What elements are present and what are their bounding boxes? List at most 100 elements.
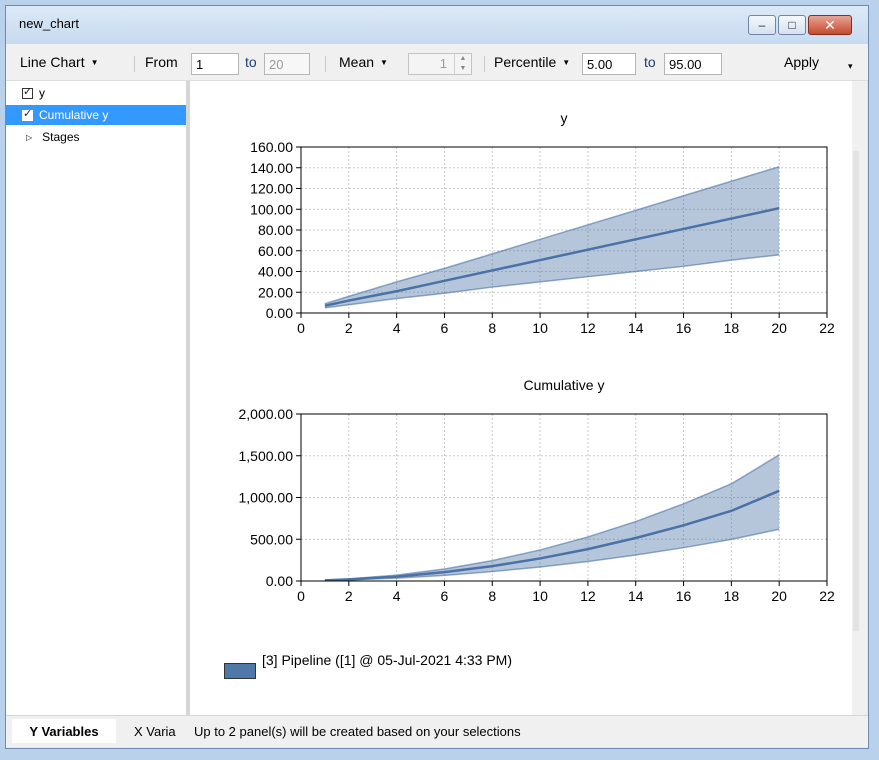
chart-title: y (561, 110, 568, 126)
lower-percentile-line (324, 254, 780, 309)
range-type-label: Percentile (494, 54, 557, 70)
checkmark-icon: ✓ (23, 85, 33, 98)
variable-tree: ✓ y ✓ Cumulative y ▷ Stages (6, 81, 190, 715)
x-tick-label: 6 (441, 320, 449, 336)
y-tick-label: 1,500.00 (239, 448, 294, 464)
tree-item-label: y (39, 86, 45, 100)
chevron-down-icon: ▼ (380, 57, 388, 67)
range-type-dropdown[interactable]: Percentile ▼ (494, 44, 570, 80)
toolbar-separator (325, 56, 326, 72)
y-tick-label: 20.00 (258, 284, 293, 300)
x-tick-label: 22 (819, 320, 835, 336)
legend: [3] Pipeline ([1] @ 05-Jul-2021 4:33 PM) (224, 653, 542, 679)
upper-percentile-line (324, 165, 780, 305)
x-tick-label: 14 (628, 320, 644, 336)
x-tick-label: 20 (771, 320, 787, 336)
mean-line (324, 206, 780, 307)
title-bar[interactable]: new_chart ‒ □ ✕ (6, 6, 868, 44)
maximize-icon: □ (788, 18, 796, 32)
tree-item-y[interactable]: ✓ y (6, 83, 186, 103)
x-tick-label: 22 (819, 588, 835, 604)
toolbar: Line Chart ▼ From to Mean ▼ 1 ▲▼ Percent… (6, 44, 868, 81)
x-tick-label: 8 (488, 588, 496, 604)
minimize-button[interactable]: ‒ (748, 15, 776, 35)
x-tick-label: 12 (580, 320, 596, 336)
x-tick-label: 4 (393, 320, 401, 336)
chart-title: Cumulative y (524, 377, 605, 393)
close-icon: ✕ (824, 16, 836, 33)
overflow-chevron-icon[interactable]: ▾ (848, 60, 853, 71)
chart-type-dropdown[interactable]: Line Chart ▼ (20, 44, 99, 80)
expand-arrow-icon[interactable]: ▷ (26, 132, 33, 142)
y-tick-label: 0.00 (266, 573, 293, 589)
stat-value: 1 (439, 56, 447, 71)
y-tick-label: 160.00 (250, 139, 293, 155)
x-tick-label: 2 (345, 588, 353, 604)
app-window: new_chart ‒ □ ✕ Line Chart ▼ From to Mea… (5, 5, 869, 749)
to-label: to (245, 54, 257, 70)
tree-item-label: Stages (42, 130, 80, 144)
close-button[interactable]: ✕ (808, 15, 852, 35)
y-tick-label: 40.00 (258, 264, 293, 280)
range-to-input[interactable] (664, 53, 722, 75)
y-tick-label: 100.00 (250, 201, 293, 217)
checkbox-cumulative-y[interactable]: ✓ (22, 107, 33, 121)
tab-x-variables[interactable]: X Varia (134, 724, 176, 739)
tab-y-variables[interactable]: Y Variables (12, 719, 116, 743)
plot-frame (300, 413, 828, 582)
chevron-down-icon: ▼ (562, 57, 571, 67)
x-tick-label: 18 (724, 320, 740, 336)
tree-item-stages[interactable]: ▷ Stages (6, 127, 186, 147)
from-input[interactable] (191, 53, 239, 75)
chart-type-label: Line Chart (20, 54, 85, 70)
legend-swatch (224, 663, 256, 679)
charts-svg: y0 2 4 6 8 10 12 14 16 18 20 220.0020.0040.0060.008… (239, 110, 835, 604)
x-tick-label: 10 (532, 320, 548, 336)
status-bar: Up to 2 panel(s) will be created based o… (190, 715, 868, 747)
from-label: From (145, 54, 178, 70)
x-tick-label: 16 (676, 588, 692, 604)
mean-line (324, 489, 780, 582)
percentile-band (324, 454, 780, 581)
apply-button[interactable]: Apply (784, 54, 820, 70)
range-from-input[interactable] (582, 53, 636, 75)
legend-label: [3] Pipeline ([1] @ 05-Jul-2021 4:33 PM) (262, 652, 513, 668)
y-tick-label: 500.00 (250, 531, 293, 547)
x-tick-label: 16 (676, 320, 692, 336)
plot-frame (300, 146, 828, 314)
vertical-scrollbar[interactable] (852, 81, 860, 715)
range-to-label: to (644, 54, 656, 70)
x-tick-label: 10 (532, 588, 548, 604)
to-input[interactable] (264, 53, 310, 75)
checkmark-icon: ✓ (23, 107, 33, 120)
maximize-button[interactable]: □ (778, 15, 806, 35)
stat-label: Mean (339, 54, 375, 70)
x-tick-label: 6 (441, 588, 449, 604)
y-tick-label: 140.00 (250, 160, 293, 176)
y-tick-label: 60.00 (258, 243, 293, 259)
panel-tabs: Y Variables X Varia (6, 715, 190, 747)
window-title: new_chart (19, 16, 79, 31)
y-tick-label: 1,000.00 (239, 490, 294, 506)
tree-item-cumulative-y[interactable]: ✓ Cumulative y (6, 105, 186, 125)
x-tick-label: 4 (393, 588, 401, 604)
x-tick-label: 20 (771, 588, 787, 604)
chart-panel: y 0 2 4 6 8 10 12 14 16 18 20 22 0.00 20.00 40.00 60.00 8… (190, 81, 860, 715)
x-tick-label: 12 (580, 588, 596, 604)
checkbox-y[interactable]: ✓ (22, 85, 33, 99)
chevron-down-icon: ▼ (90, 57, 99, 67)
tree-item-label: Cumulative y (39, 108, 109, 122)
y-tick-label: 2,000.00 (239, 406, 294, 422)
x-tick-label: 14 (628, 588, 644, 604)
window-controls: ‒ □ ✕ (748, 15, 852, 35)
stat-value-stepper[interactable]: 1 ▲ ▼ (408, 53, 472, 75)
x-tick-label: 18 (724, 588, 740, 604)
y-tick-label: 120.00 (250, 181, 293, 197)
x-tick-label: 0 (297, 588, 305, 604)
minimize-icon: ‒ (758, 18, 766, 32)
stat-dropdown[interactable]: Mean ▼ (339, 44, 388, 80)
status-text: Up to 2 panel(s) will be created based o… (194, 724, 521, 739)
spinner-arrows-icon[interactable]: ▲ ▼ (454, 54, 471, 74)
scrollbar-thumb[interactable] (853, 151, 859, 631)
toolbar-separator (134, 56, 135, 72)
